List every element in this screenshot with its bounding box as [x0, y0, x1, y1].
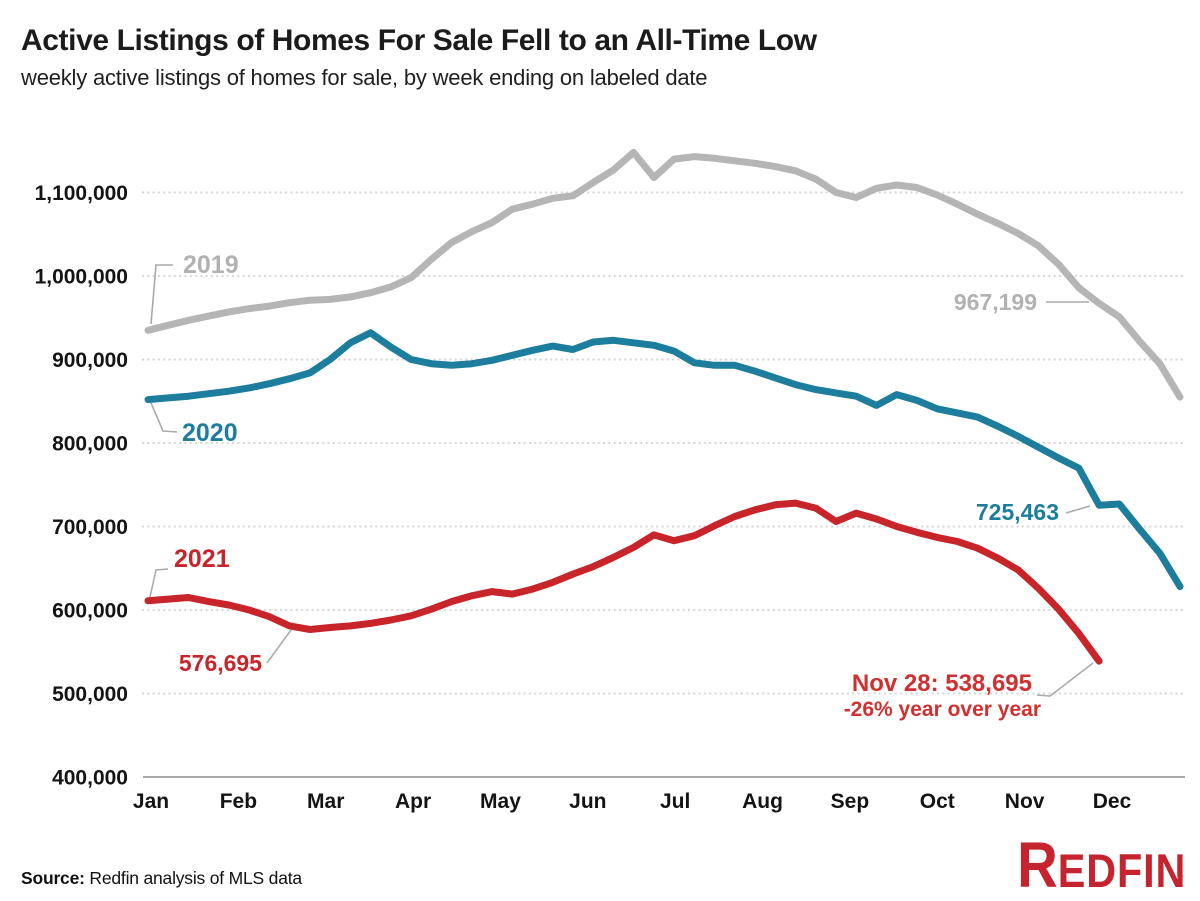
x-tick-label-Jul: Jul — [660, 790, 690, 813]
callout-end-2020 — [1065, 505, 1091, 514]
x-tick-label-Feb: Feb — [220, 790, 257, 813]
y-tick-label: 1,100,000 — [35, 182, 128, 205]
callout-label-2019 — [150, 264, 173, 325]
source-label: Source: — [21, 868, 85, 888]
callout-label-2020 — [150, 402, 178, 433]
annotation-end-2021-line2: -26% year over year — [844, 698, 1041, 721]
y-tick-label: 500,000 — [52, 683, 128, 706]
x-tick-label-Sep: Sep — [831, 790, 870, 813]
y-tick-label: 700,000 — [52, 516, 128, 539]
redfin-logo-rest: EDFIN — [1057, 844, 1186, 897]
series-line-2019 — [144, 148, 1184, 401]
annotation-label-2021: 2021 — [174, 545, 230, 573]
y-tick-label: 900,000 — [52, 349, 128, 372]
callout-low-2021 — [266, 629, 292, 664]
callout-label-2021 — [149, 568, 169, 598]
x-tick-label-Aug: Aug — [742, 790, 783, 813]
annotation-end-2021: Nov 28: 538,695 — [852, 670, 1032, 697]
annotation-end-2020: 725,463 — [976, 499, 1059, 525]
y-tick-label: 1,000,000 — [35, 266, 128, 289]
page-title: Active Listings of Homes For Sale Fell t… — [21, 24, 817, 57]
x-tick-label-Nov: Nov — [1005, 790, 1045, 813]
annotation-label-2019: 2019 — [183, 251, 239, 279]
source-text: Redfin analysis of MLS data — [84, 868, 302, 888]
annotation-label-2020: 2020 — [182, 419, 238, 447]
callout-end-2021 — [1036, 662, 1094, 697]
chart-header: Active Listings of Homes For Sale Fell t… — [21, 24, 817, 91]
x-tick-label-Oct: Oct — [920, 790, 955, 813]
y-tick-label: 400,000 — [52, 767, 128, 790]
source-note: Source: Redfin analysis of MLS data — [21, 868, 302, 889]
x-tick-label-May: May — [480, 790, 521, 813]
x-tick-label-Dec: Dec — [1093, 790, 1132, 813]
page-subtitle: weekly active listings of homes for sale… — [21, 65, 708, 90]
annotation-low-2021: 576,695 — [179, 650, 262, 676]
x-tick-label-Mar: Mar — [307, 790, 344, 813]
series-line-2020 — [144, 329, 1184, 591]
x-tick-label-Apr: Apr — [395, 790, 431, 813]
annotation-end-2019: 967,199 — [954, 289, 1037, 315]
redfin-logo-first-letter: R — [1016, 829, 1058, 901]
x-tick-label-Jan: Jan — [133, 790, 169, 813]
y-tick-label: 600,000 — [52, 600, 128, 623]
y-tick-label: 800,000 — [52, 433, 128, 456]
redfin-logo: REDFIN — [1017, 833, 1186, 897]
series-line-2021 — [144, 499, 1103, 665]
x-tick-label-Jun: Jun — [569, 790, 606, 813]
